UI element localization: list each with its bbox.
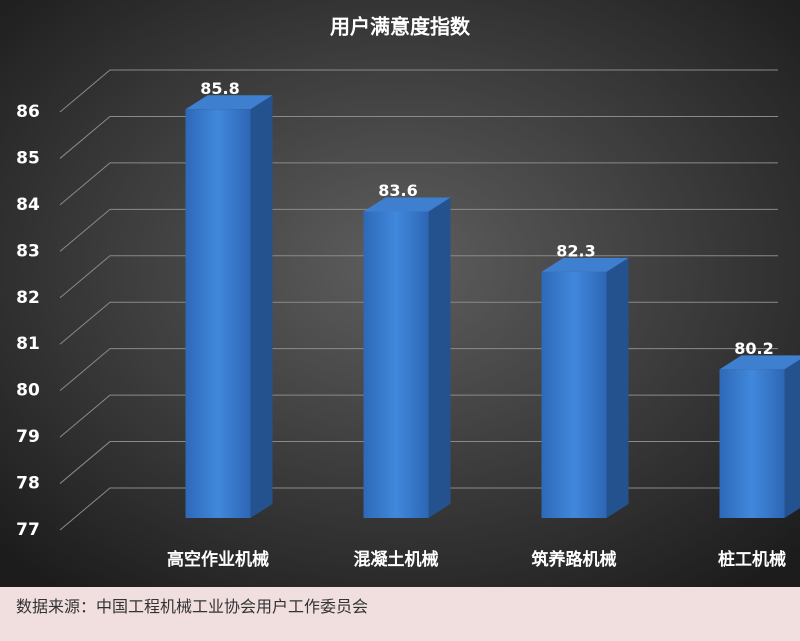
bar-side [428, 197, 451, 518]
y-tick-label: 79 [16, 427, 40, 447]
bar [719, 369, 785, 518]
y-tick-label: 86 [16, 102, 40, 122]
y-tick-label: 82 [16, 288, 40, 308]
chart-title: 用户满意度指数 [330, 15, 471, 39]
y-tick-label: 78 [16, 474, 40, 494]
bar-side [250, 95, 273, 519]
grid-line [59, 69, 778, 113]
value-label: 82.3 [556, 241, 595, 260]
x-tick-label: 桩工机械 [718, 549, 786, 570]
bar-top [719, 355, 800, 370]
y-tick-label: 84 [16, 195, 40, 215]
source-note: 数据来源：中国工程机械工业协会用户工作委员会 [0, 587, 800, 641]
value-label: 85.8 [200, 79, 239, 98]
x-tick-label: 混凝土机械 [354, 549, 439, 570]
bar-top [185, 95, 273, 110]
y-tick-label: 83 [16, 241, 40, 261]
x-tick-label: 高空作业机械 [167, 549, 269, 570]
bar-side [784, 359, 800, 518]
bar-side [606, 257, 629, 518]
bar [185, 109, 251, 519]
y-tick-label: 85 [16, 148, 40, 168]
bar [541, 271, 607, 518]
y-tick-label: 80 [16, 381, 40, 401]
value-label: 80.2 [734, 339, 773, 358]
grid-line [59, 115, 778, 159]
grid-line [59, 162, 778, 206]
value-label: 83.6 [378, 181, 417, 200]
chart: 用户满意度指数 77 78 79 80 81 82 83 84 85 86 高空作业机械 85.8 混凝… [0, 0, 800, 587]
x-tick-label: 筑养路机械 [532, 549, 617, 570]
bar [363, 211, 429, 518]
bar-top [363, 197, 451, 212]
y-tick-label: 81 [16, 334, 40, 354]
y-tick-label: 77 [16, 520, 40, 540]
grid-line [59, 208, 778, 252]
grid-line [59, 255, 778, 299]
bar-top [541, 257, 629, 272]
